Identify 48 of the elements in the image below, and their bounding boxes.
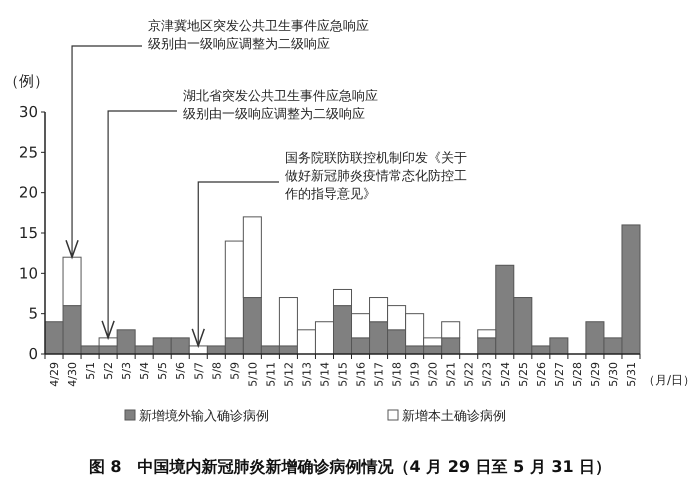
annotation: 国务院联防联控机制印发《关于做好新冠肺炎疫情常态化防控工作的指导意见》 xyxy=(284,151,467,202)
y-tick-label: 0 xyxy=(28,345,38,363)
x-tick-label: 5/2 xyxy=(102,362,116,380)
x-tick-label: 4/29 xyxy=(48,362,62,387)
x-tick-label: 5/28 xyxy=(570,362,584,387)
x-axis-title: （月/日） xyxy=(643,373,696,387)
y-tick-label: 30 xyxy=(18,103,38,121)
x-tick-label: 5/25 xyxy=(516,362,530,387)
x-tick-label: 5/4 xyxy=(138,362,152,380)
x-tick-label: 5/9 xyxy=(228,362,242,380)
x-tick-label: 5/10 xyxy=(246,362,260,387)
x-tick-label: 5/21 xyxy=(444,362,458,387)
y-tick-label: 20 xyxy=(18,184,38,202)
x-tick-label: 4/30 xyxy=(66,362,80,387)
x-tick-label: 5/16 xyxy=(354,362,368,387)
x-tick-label: 5/31 xyxy=(624,362,638,387)
y-tick-label: 10 xyxy=(18,264,38,282)
x-tick-label: 5/6 xyxy=(174,362,188,380)
y-tick-label: 25 xyxy=(18,143,38,162)
x-tick-label: 5/3 xyxy=(120,362,134,380)
x-tick-label: 5/22 xyxy=(462,362,476,387)
x-tick-label: 5/19 xyxy=(408,362,422,387)
x-tick-label: 5/7 xyxy=(192,362,206,380)
x-tick-label: 5/18 xyxy=(390,362,404,387)
x-tick-label: 5/20 xyxy=(426,362,440,387)
legend-label: 新增本土确诊病例 xyxy=(402,409,506,424)
x-tick-label: 5/26 xyxy=(534,362,548,387)
x-tick-label: 5/5 xyxy=(156,362,170,380)
x-tick-label: 5/11 xyxy=(264,362,278,387)
y-axis-title: （例） xyxy=(4,72,49,90)
x-tick-label: 5/15 xyxy=(336,362,350,387)
x-tick-label: 5/13 xyxy=(300,362,314,387)
annotation: 京津冀地区突发公共卫生事件应急响应级别由一级响应调整为二级响应 xyxy=(148,18,369,52)
legend-label: 新增境外输入确诊病例 xyxy=(139,408,269,424)
x-tick-label: 5/24 xyxy=(498,362,512,387)
x-tick-label: 5/12 xyxy=(282,362,296,387)
x-tick-label: 5/14 xyxy=(318,362,332,387)
x-tick-label: 5/17 xyxy=(372,362,386,387)
x-tick-label: 5/29 xyxy=(588,362,602,387)
annotation: 湖北省突发公共卫生事件应急响应级别由一级响应调整为二级响应 xyxy=(183,88,378,122)
x-tick-label: 5/30 xyxy=(606,362,620,387)
y-tick-label: 15 xyxy=(18,224,38,242)
x-tick-label: 5/1 xyxy=(84,362,98,380)
x-tick-label: 5/23 xyxy=(480,362,494,387)
y-tick-label: 5 xyxy=(28,304,38,323)
text: 图 8 中国境内新冠肺炎新增确诊病例情况（4 月 29 日至 5 月 31 日） xyxy=(88,457,612,476)
x-tick-label: 5/8 xyxy=(210,362,224,380)
x-tick-label: 5/27 xyxy=(552,362,566,387)
